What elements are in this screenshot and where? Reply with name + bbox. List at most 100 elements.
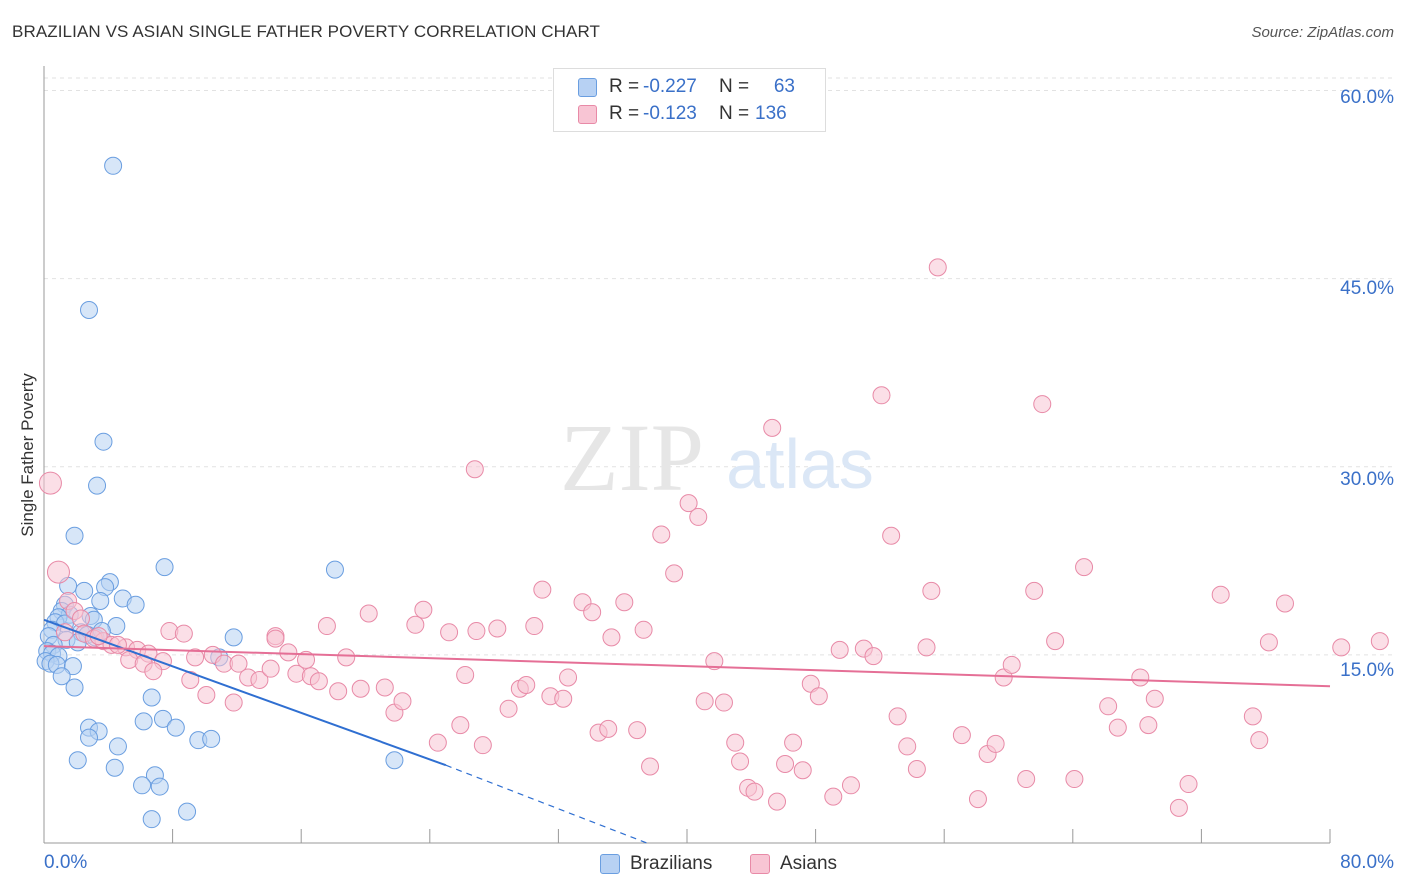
asian-point [465,460,484,479]
y-tick-label-15: 15.0% [1340,660,1394,681]
asian-point [266,629,285,648]
brazilian-point [65,678,84,697]
asian-point [499,699,518,718]
asian-point [731,752,750,771]
asian-point [830,640,849,659]
asian-point [665,564,684,583]
legend-n-value: 136 [755,103,787,124]
brazilian-point [52,667,71,686]
asian-point [1033,395,1052,414]
asian-point [467,622,486,641]
brazilian-point [178,802,197,821]
asian-point [705,652,724,671]
asian-point [517,675,536,694]
asian-point [456,665,475,684]
asian-point [599,719,618,738]
asian-point [714,693,733,712]
asian-point [46,560,70,584]
brazilian-point [153,709,172,728]
x-tick-label-min: 0.0% [44,852,88,873]
legend-n-value: 63 [773,76,795,97]
legend-r-label: R = [609,76,640,97]
asian-point [695,692,714,711]
asian-point [1002,655,1021,674]
asian-point [907,760,926,779]
asian-point [1250,731,1269,750]
asian-point [414,600,433,619]
source-credit: Source: ZipAtlas.com [1251,24,1394,41]
brazilian-trend-extension [445,764,648,844]
asian-point [393,692,412,711]
asian-point [1332,638,1351,657]
bottom-legend-label-brazilians: Brazilians [630,853,713,874]
brazilian-point [68,751,87,770]
brazilian-point [94,432,113,451]
asian-point [689,507,708,526]
asian-point [174,624,193,643]
asian-point [1275,594,1294,613]
asian-point [824,787,843,806]
asian-point [1065,770,1084,789]
bottom-legend-swatch-asians [750,854,770,874]
asian-point [359,604,378,623]
asian-point [917,638,936,657]
brazilian-point [80,728,99,747]
asian-point [928,258,947,277]
brazilian-point [150,777,169,796]
asian-point [952,726,971,745]
brazilian-point [133,776,152,795]
axes [43,66,1331,844]
asian-point [1108,718,1127,737]
asian-point [250,670,269,689]
brazilian-point [88,476,107,495]
asian-point [1370,632,1389,651]
asian-point [229,654,248,673]
brazilian-point [134,712,153,731]
asian-point [317,617,336,636]
bottom-legend-label-asians: Asians [780,853,838,874]
asian-point [583,603,602,622]
brazilian-point [126,595,145,614]
asian-point [776,754,795,773]
asian-point [261,659,280,678]
asian-point [224,693,243,712]
asian-point [986,734,1005,753]
x-tick-label-max: 80.0% [1340,852,1394,873]
asian-point [888,707,907,726]
asian-point [872,386,891,405]
asian-point [602,628,621,647]
asian-point [864,647,883,666]
asian-point [1139,716,1158,735]
asian-point [473,736,492,755]
asian-point [488,619,507,638]
asian-point [71,609,90,628]
watermark-atlas: atlas [726,425,874,503]
data-points [36,156,1389,829]
trend-lines [43,618,1331,844]
asian-point [768,792,787,811]
brazilian-point [224,628,243,647]
asian-point [525,617,544,636]
asian-point [351,679,370,698]
asian-point [628,721,647,740]
asian-point [841,776,860,795]
brazilian-point [63,657,82,676]
asian-point [968,790,987,809]
brazilian-point [325,560,344,579]
grid [44,77,1395,656]
asian-point [440,623,459,642]
brazilian-point [91,591,110,610]
asian-point [922,581,941,600]
legend-n-label: N = [719,103,750,124]
legend-row-asians: R = -0.123 N = 136 [578,101,795,127]
asian-point [428,733,447,752]
asian-point [898,737,917,756]
legend-r-value: -0.123 [643,103,697,124]
asian-trend-line [43,645,1331,688]
brazilian-point [75,581,94,600]
asian-point [181,670,200,689]
asian-point [763,418,782,437]
asian-point [38,471,62,495]
asian-point [809,687,828,706]
brazilian-point [385,751,404,770]
